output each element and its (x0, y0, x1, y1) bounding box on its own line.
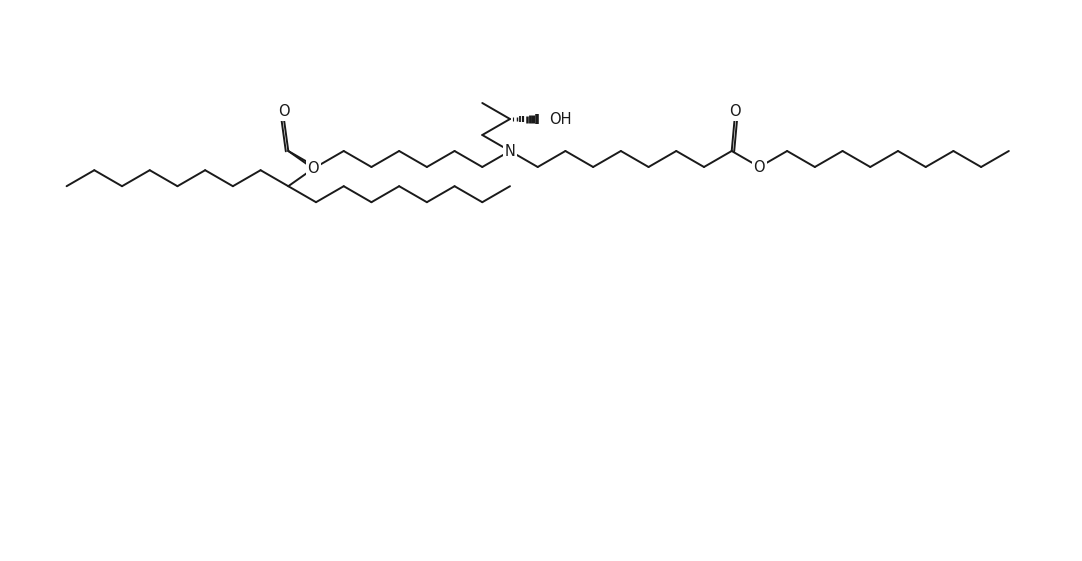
Text: O: O (728, 104, 740, 119)
Text: N: N (504, 144, 515, 159)
Text: O: O (753, 159, 765, 174)
Text: O: O (278, 104, 290, 119)
Text: OH: OH (550, 112, 572, 126)
Text: O: O (307, 161, 319, 176)
